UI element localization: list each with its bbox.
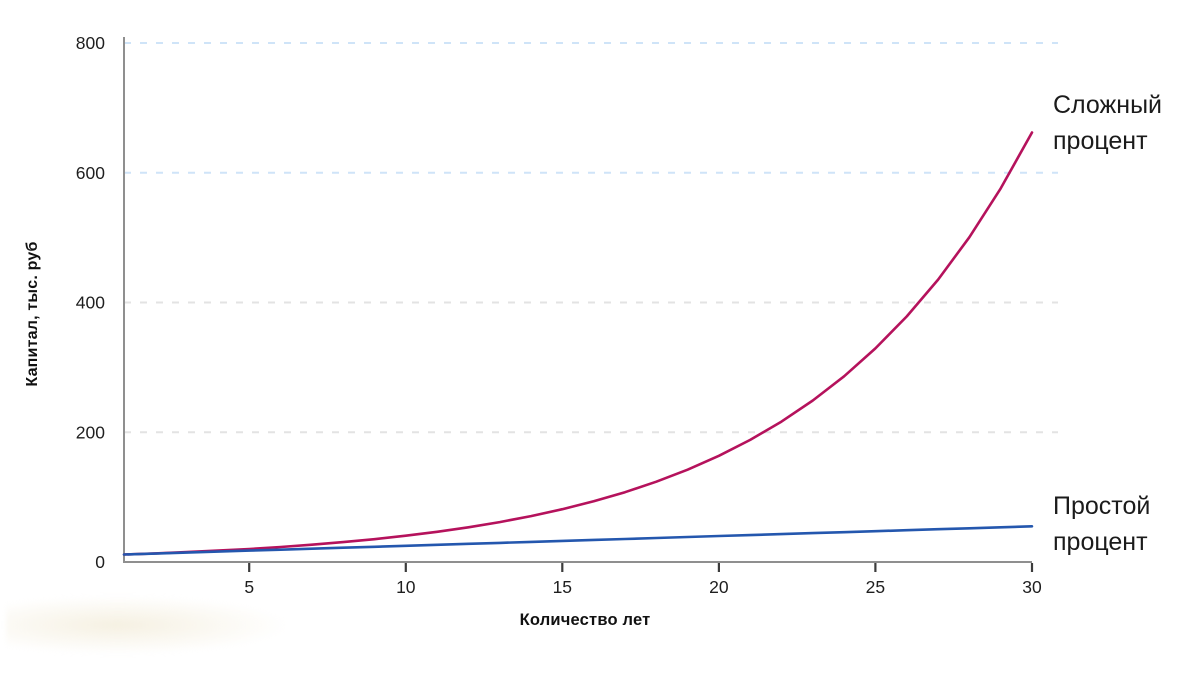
x-tick-label-10: 10: [396, 577, 416, 597]
series-label-compound: Сложный процент: [1053, 91, 1163, 155]
y-tick-label-0: 0: [95, 552, 105, 572]
y-tick-label-400: 400: [76, 293, 105, 313]
series-line-simple: [122, 525, 1034, 556]
y-tick-label-600: 600: [76, 163, 105, 183]
y-tick-label-800: 800: [76, 33, 105, 53]
x-tick-label-30: 30: [1022, 577, 1042, 597]
series-line-compound: [122, 131, 1034, 556]
axis-lines: [123, 37, 1032, 563]
y-tick-label-200: 200: [76, 422, 105, 442]
x-tick-label-5: 5: [244, 577, 254, 597]
x-axis-title: Количество лет: [519, 611, 651, 629]
series-label-simple: Простой процент: [1053, 492, 1151, 556]
y-axis-title: Капитал, тыс. руб: [24, 241, 41, 387]
x-tick-label-25: 25: [866, 577, 885, 597]
x-tick-label-15: 15: [553, 577, 572, 597]
x-tick-label-20: 20: [709, 577, 729, 597]
